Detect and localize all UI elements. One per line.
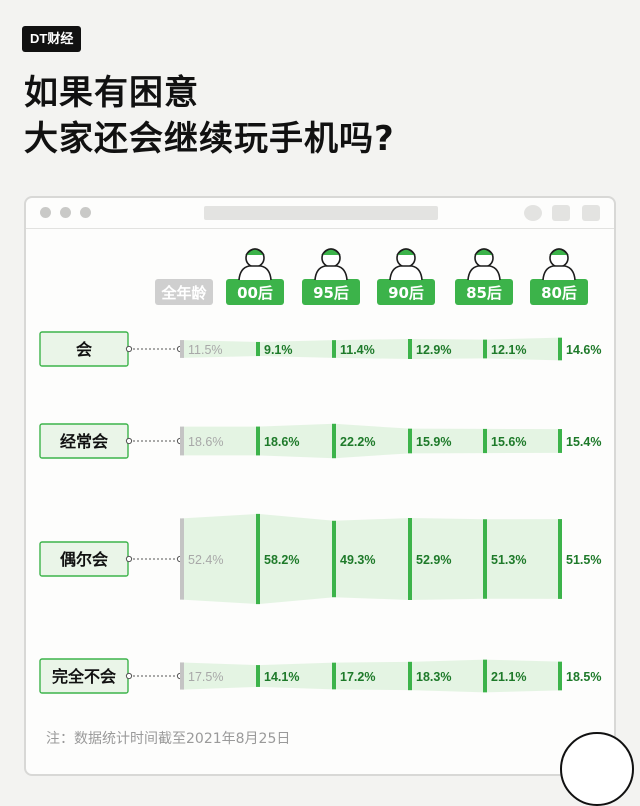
header-pill-1 <box>226 279 284 305</box>
bar-0-2 <box>332 340 336 358</box>
value-label-0-3: 12.9% <box>416 343 451 357</box>
corner-badge <box>560 732 634 806</box>
value-label-1-4: 15.6% <box>491 435 526 449</box>
category-label-2: 偶尔会 <box>60 550 108 569</box>
connector-dot-left-2 <box>125 555 133 563</box>
bar-1-1 <box>256 426 260 456</box>
bar-0-4 <box>483 339 487 359</box>
value-label-1-5: 15.4% <box>566 435 601 449</box>
page-title: 如果有困意 大家还会继续玩手机吗? <box>24 70 395 162</box>
avatar-body-icon-3 <box>389 265 423 281</box>
value-label-2-4: 51.3% <box>491 553 526 567</box>
window-titlebar <box>26 198 614 229</box>
category-label-1: 经常会 <box>60 432 108 451</box>
value-label-3-2: 17.2% <box>340 670 375 684</box>
value-label-3-3: 18.3% <box>416 670 451 684</box>
header-label-2: 95后 <box>313 284 349 302</box>
avatar-body-icon-1 <box>238 265 272 281</box>
window-icon <box>582 205 600 221</box>
title-line-1: 如果有困意 <box>24 73 199 113</box>
value-label-0-2: 11.4% <box>340 343 375 357</box>
avatar-hair-icon-4 <box>474 248 494 256</box>
avatar-body-icon-2 <box>314 265 348 281</box>
header-label-1: 00后 <box>237 284 273 302</box>
minimize-icon <box>60 207 71 218</box>
bar-3-2 <box>332 662 336 690</box>
value-label-3-0: 17.5% <box>188 670 223 684</box>
bar-1-2 <box>332 423 336 459</box>
header-label-5: 80后 <box>541 284 577 302</box>
home-icon <box>552 205 570 221</box>
value-label-1-2: 22.2% <box>340 435 375 449</box>
flow-band-2 <box>182 513 562 605</box>
value-label-3-1: 14.1% <box>264 670 299 684</box>
value-label-2-3: 52.9% <box>416 553 451 567</box>
bar-1-3 <box>408 428 412 454</box>
close-icon <box>40 207 51 218</box>
bar-1-0 <box>180 426 184 456</box>
connector-dot-left-0 <box>125 345 133 353</box>
flow-band-3 <box>182 659 562 693</box>
avatar-hair-icon-2 <box>321 248 341 256</box>
value-label-0-1: 9.1% <box>264 343 293 357</box>
bar-0-0 <box>180 340 184 358</box>
bar-2-5 <box>558 519 562 599</box>
avatar-hair-icon-5 <box>549 248 569 256</box>
value-label-3-4: 21.1% <box>491 670 526 684</box>
flow-band-1 <box>182 423 562 459</box>
header-pill-3 <box>377 279 435 305</box>
value-label-2-2: 49.3% <box>340 553 375 567</box>
bar-3-1 <box>256 665 260 687</box>
bar-2-2 <box>332 520 336 598</box>
avatar-body-icon-5 <box>542 265 576 281</box>
bar-0-5 <box>558 337 562 361</box>
header-pill-0 <box>155 279 213 305</box>
value-label-0-0: 11.5% <box>188 343 223 357</box>
value-label-1-3: 15.9% <box>416 435 451 449</box>
bar-0-1 <box>256 341 260 357</box>
avatar-body-icon-4 <box>467 265 501 281</box>
avatar-hair-icon-1 <box>245 248 265 256</box>
bar-2-1 <box>256 513 260 605</box>
value-label-1-0: 18.6% <box>188 435 223 449</box>
brand-logo: DT财经 <box>22 26 82 52</box>
bar-3-5 <box>558 661 562 691</box>
value-label-2-1: 58.2% <box>264 553 299 567</box>
bar-3-4 <box>483 659 487 693</box>
bar-1-4 <box>483 428 487 454</box>
category-label-0: 会 <box>76 340 92 359</box>
header-pill-4 <box>455 279 513 305</box>
connector-dot-left-1 <box>125 437 133 445</box>
value-label-3-5: 18.5% <box>566 670 601 684</box>
maximize-icon <box>80 207 91 218</box>
header-pill-2 <box>302 279 360 305</box>
flow-band-0 <box>182 337 562 361</box>
header-pill-5 <box>530 279 588 305</box>
value-label-0-4: 12.1% <box>491 343 526 357</box>
bar-2-3 <box>408 518 412 600</box>
title-line-2: 大家还会继续玩手机吗? <box>24 119 395 159</box>
header-label-3: 90后 <box>388 284 424 302</box>
bar-1-5 <box>558 429 562 453</box>
value-label-2-0: 52.4% <box>188 553 223 567</box>
value-label-2-5: 51.5% <box>566 553 601 567</box>
record-icon <box>524 205 542 221</box>
bar-2-0 <box>180 518 184 600</box>
address-bar <box>204 206 438 220</box>
category-label-3: 完全不会 <box>52 667 116 686</box>
value-label-0-5: 14.6% <box>566 343 601 357</box>
bar-3-3 <box>408 661 412 691</box>
bar-3-0 <box>180 662 184 690</box>
bar-2-4 <box>483 519 487 599</box>
connector-dot-left-3 <box>125 672 133 680</box>
footnote: 注：数据统计时间截至2021年8月25日 <box>46 731 291 747</box>
bar-0-3 <box>408 339 412 359</box>
avatar-hair-icon-3 <box>396 248 416 256</box>
value-label-1-1: 18.6% <box>264 435 299 449</box>
header-label-0: 全年龄 <box>160 284 207 302</box>
header-label-4: 85后 <box>466 284 502 302</box>
